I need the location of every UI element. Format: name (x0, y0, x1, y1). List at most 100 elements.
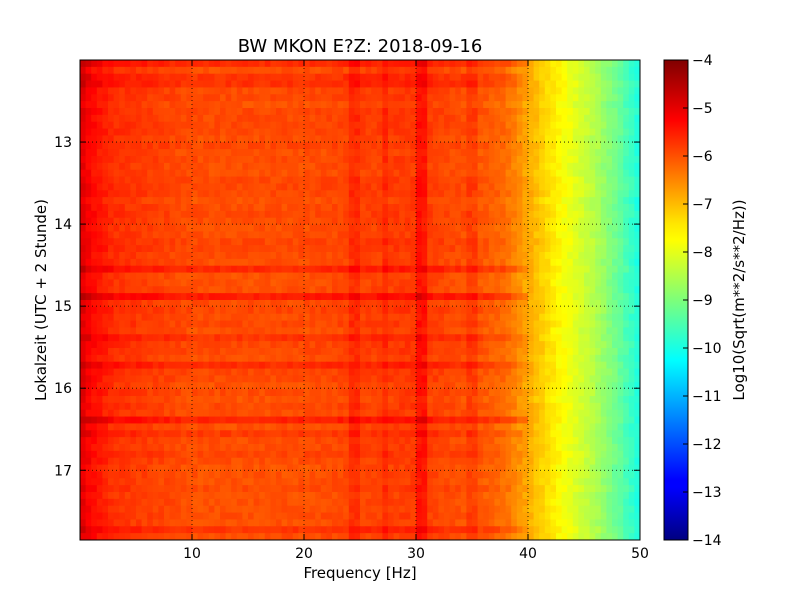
heatmap-cell (108, 313, 115, 322)
heatmap-cell (270, 197, 277, 205)
heatmap-cell (214, 217, 221, 226)
heatmap-cell (354, 341, 361, 349)
heatmap-cell (225, 87, 232, 95)
heatmap-cell (472, 389, 479, 397)
heatmap-cell (119, 300, 126, 308)
heatmap-cell (460, 293, 467, 301)
heatmap-cell (556, 87, 563, 95)
heatmap-cell (371, 217, 378, 226)
heatmap-cell (550, 114, 557, 123)
heatmap-cell (528, 87, 535, 95)
heatmap-cell (130, 348, 137, 356)
heatmap-cell (444, 341, 451, 349)
heatmap-cell (477, 121, 484, 130)
heatmap-cell (242, 382, 249, 390)
heatmap-cell (304, 210, 311, 219)
heatmap-cell (500, 176, 507, 185)
heatmap-cell (248, 265, 255, 274)
heatmap-cell (533, 354, 540, 363)
heatmap-cell (236, 135, 243, 143)
heatmap-cell (365, 101, 372, 109)
heatmap-cell (449, 286, 456, 294)
heatmap-cell (119, 94, 126, 102)
heatmap-cell (141, 190, 148, 198)
heatmap-cell (119, 87, 126, 95)
heatmap-cell (332, 231, 339, 239)
heatmap-cell (528, 341, 535, 349)
heatmap-cell (617, 238, 624, 246)
heatmap-cell (365, 80, 372, 89)
heatmap-cell (169, 354, 176, 363)
heatmap-cell (124, 217, 131, 226)
heatmap-cell (477, 128, 484, 137)
heatmap-cell (404, 382, 411, 390)
heatmap-cell (589, 334, 596, 342)
heatmap-cell (186, 217, 193, 226)
heatmap-cell (544, 306, 551, 315)
heatmap-cell (533, 210, 540, 219)
heatmap-cell (500, 341, 507, 349)
heatmap-cell (578, 162, 585, 171)
heatmap-cell (180, 327, 187, 335)
heatmap-cell (449, 162, 456, 171)
heatmap-cell (130, 128, 137, 137)
heatmap-cell (108, 396, 115, 404)
heatmap-cell (298, 142, 305, 150)
heatmap-cell (276, 293, 283, 301)
heatmap-cell (528, 217, 535, 226)
heatmap-cell (410, 101, 417, 109)
heatmap-cell (259, 306, 266, 315)
heatmap-cell (91, 80, 98, 89)
heatmap-cell (337, 320, 344, 329)
heatmap-cell (348, 300, 355, 308)
heatmap-cell (141, 252, 148, 260)
heatmap-cell (511, 368, 518, 377)
heatmap-cell (393, 327, 400, 335)
heatmap-cell (466, 87, 473, 95)
heatmap-cell (304, 306, 311, 315)
heatmap-cell (343, 197, 350, 205)
heatmap-cell (281, 162, 288, 171)
heatmap-cell (388, 80, 395, 89)
heatmap-cell (488, 128, 495, 137)
heatmap-cell (483, 156, 490, 164)
heatmap-cell (203, 210, 210, 219)
heatmap-cell (393, 265, 400, 274)
heatmap-cell (136, 279, 143, 287)
heatmap-cell (326, 121, 333, 130)
heatmap-cell (108, 142, 115, 150)
heatmap-cell (91, 190, 98, 198)
heatmap-cell (371, 272, 378, 281)
heatmap-cell (567, 217, 574, 226)
heatmap-cell (147, 128, 154, 137)
heatmap-cell (309, 327, 316, 335)
heatmap-cell (477, 327, 484, 335)
heatmap-cell (164, 320, 171, 329)
heatmap-cell (175, 66, 182, 75)
heatmap-cell (343, 217, 350, 226)
heatmap-cell (186, 313, 193, 322)
heatmap-cell (444, 190, 451, 198)
heatmap-cell (343, 375, 350, 383)
heatmap-cell (500, 73, 507, 82)
heatmap-cell (332, 327, 339, 335)
heatmap-cell (382, 176, 389, 185)
heatmap-cell (556, 341, 563, 349)
heatmap-cell (108, 341, 115, 349)
heatmap-cell (600, 224, 607, 233)
heatmap-cell (119, 80, 126, 89)
heatmap-cell (192, 306, 199, 315)
heatmap-cell (539, 156, 546, 164)
heatmap-cell (309, 334, 316, 342)
heatmap-cell (124, 272, 131, 281)
heatmap-cell (516, 252, 523, 260)
heatmap-cell (567, 80, 574, 89)
heatmap-cell (136, 101, 143, 109)
heatmap-cell (242, 375, 249, 383)
heatmap-cell (388, 327, 395, 335)
heatmap-cell (416, 121, 423, 130)
heatmap-cell (595, 66, 602, 75)
heatmap-cell (483, 313, 490, 322)
heatmap-cell (236, 66, 243, 75)
heatmap-cell (539, 162, 546, 171)
